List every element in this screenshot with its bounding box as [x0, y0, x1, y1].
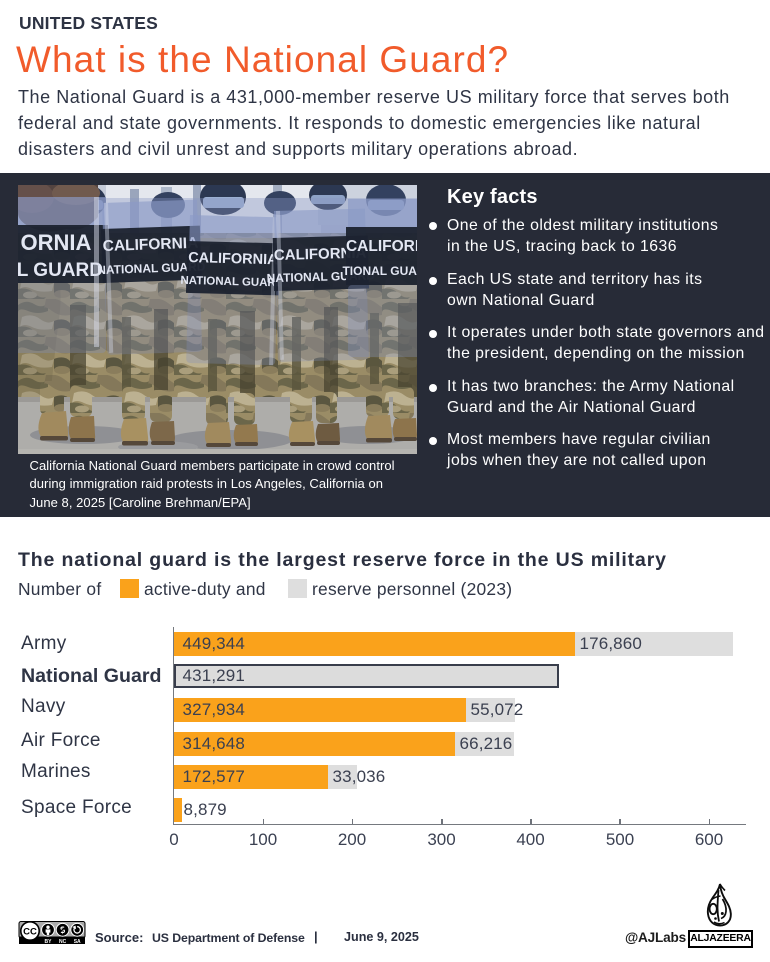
svg-text:SA: SA [74, 939, 81, 945]
svg-text:BY: BY [45, 939, 53, 945]
svg-text:CALIFORNIA: CALIFORNIA [102, 235, 198, 255]
svg-text:CALIFORNIA: CALIFORNIA [274, 245, 367, 264]
svg-text:NATIONAL GUARD: NATIONAL GUARD [97, 259, 206, 277]
svg-text:CALIFORN: CALIFORN [346, 238, 417, 255]
svg-text:AL GUARD: AL GUARD [18, 260, 103, 281]
svg-text:ORNIA: ORNIA [21, 230, 92, 255]
svg-text:TIONAL GUAR: TIONAL GUAR [342, 264, 417, 278]
svg-text:NATIONAL GUARD: NATIONAL GUARD [180, 275, 284, 290]
svg-text:CC: CC [23, 927, 37, 938]
svg-text:CALIFORNIA: CALIFORNIA [188, 250, 278, 268]
svg-text:NC: NC [59, 939, 67, 945]
